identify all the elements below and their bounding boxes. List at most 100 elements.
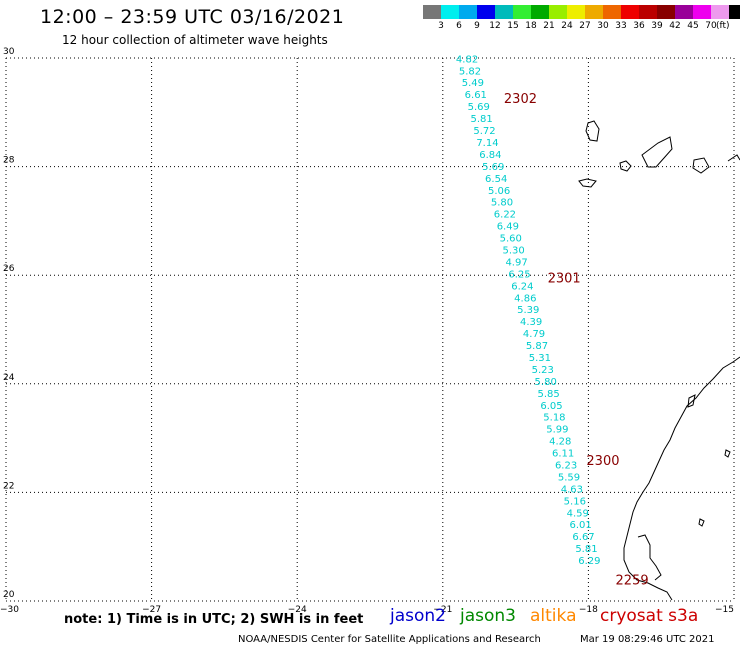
swh-value-label: 5.39	[517, 305, 539, 316]
satellite-legend-jason2: jason2	[390, 606, 446, 626]
credit-text: NOAA/NESDIS Center for Satellite Applica…	[238, 634, 541, 645]
color-scale-label: 9	[474, 21, 480, 31]
island-tenerife	[641, 136, 673, 168]
color-scale-label: 30	[597, 21, 609, 31]
altimeter-track: 4.825.825.496.615.695.815.727.146.845.69…	[456, 54, 601, 567]
color-scale-label: 24	[561, 21, 573, 31]
swh-value-label: 5.81	[575, 544, 597, 555]
swh-value-label: 5.49	[462, 78, 484, 89]
color-scale-label: 42	[669, 21, 681, 31]
color-scale-label: 18	[525, 21, 537, 31]
color-scale-label: 12	[489, 21, 501, 31]
swh-value-label: 5.16	[564, 496, 586, 507]
swh-value-label: 6.49	[497, 222, 519, 233]
color-scale-unit: (ft)	[716, 21, 730, 31]
inland-marker-2	[698, 518, 705, 527]
color-swatch	[513, 5, 531, 19]
swh-value-label: 6.24	[511, 281, 533, 292]
satellite-legend-jason3: jason3	[460, 606, 516, 626]
swh-value-label: 6.54	[485, 174, 507, 185]
color-swatch	[639, 5, 657, 19]
time-label: 2301	[548, 271, 581, 286]
island-la-gomera	[619, 160, 632, 172]
color-swatch	[657, 5, 675, 19]
color-scale-label: 39	[651, 21, 663, 31]
color-swatch	[729, 5, 740, 19]
swh-value-label: 6.11	[552, 449, 574, 460]
time-label: 2300	[586, 454, 619, 469]
x-tick-label: −21	[433, 605, 452, 615]
color-scale-label: 15	[507, 21, 519, 31]
swh-value-label: 5.31	[529, 353, 551, 364]
y-tick-label: 22	[3, 481, 14, 491]
swh-value-label: 4.39	[520, 317, 542, 328]
swh-value-label: 4.86	[514, 293, 536, 304]
swh-value-label: 5.87	[526, 341, 548, 352]
swh-value-label: 4.63	[561, 484, 583, 495]
color-scale-label: 21	[543, 21, 555, 31]
island-fuerteventura	[727, 154, 740, 162]
swh-value-label: 5.85	[537, 389, 559, 400]
african-coastline	[623, 356, 740, 601]
color-scale-labels: 3 6 9 12 15 18 21 24 27 30 33 36 39 42 45 70	[423, 21, 740, 33]
color-swatch	[711, 5, 729, 19]
swh-value-label: 4.28	[549, 437, 571, 448]
swh-value-label: 5.60	[500, 234, 522, 245]
color-scale-bar	[423, 5, 740, 19]
swh-value-label: 6.84	[479, 150, 501, 161]
color-swatch	[495, 5, 513, 19]
swh-value-label: 6.22	[494, 210, 516, 221]
swh-value-label: 5.06	[488, 186, 510, 197]
x-tick-label: −15	[715, 605, 734, 615]
map-grid	[5, 57, 735, 602]
satellite-legend-altika: altika	[530, 606, 577, 626]
color-swatch	[693, 5, 711, 19]
swh-value-label: 5.69	[468, 102, 490, 113]
swh-value-label: 5.81	[470, 114, 492, 125]
chart-subtitle: 12 hour collection of altimeter wave hei…	[62, 33, 328, 47]
swh-value-label: 6.67	[572, 532, 594, 543]
x-tick-label: −30	[0, 605, 19, 615]
x-tick-label: −24	[288, 605, 307, 615]
cape-blanc	[637, 534, 662, 581]
time-label: 2259	[616, 573, 649, 588]
color-swatch	[477, 5, 495, 19]
color-swatch	[531, 5, 549, 19]
y-tick-label: 24	[3, 373, 15, 383]
island-la-palma	[585, 120, 600, 142]
color-swatch	[621, 5, 639, 19]
color-swatch	[675, 5, 693, 19]
color-scale-label: 70	[705, 21, 717, 31]
legend-note: note: 1) Time is in UTC; 2) SWH is in fe…	[64, 612, 364, 627]
color-swatch	[423, 5, 441, 19]
y-tick-label: 20	[3, 590, 15, 600]
island-el-hierro	[578, 178, 597, 188]
swh-value-label: 4.82	[456, 54, 478, 65]
color-swatch	[441, 5, 459, 19]
island-gran-canaria	[692, 157, 710, 174]
swh-value-label: 5.30	[503, 245, 525, 256]
chart-title: 12:00 – 23:59 UTC 03/16/2021	[40, 6, 345, 28]
swh-value-label: 4.79	[523, 329, 545, 340]
swh-value-label: 5.82	[459, 66, 481, 77]
color-scale-label: 27	[579, 21, 591, 31]
swh-value-label: 5.69	[482, 162, 504, 173]
color-swatch	[567, 5, 585, 19]
coastline	[578, 120, 740, 601]
y-tick-label: 28	[3, 156, 15, 166]
time-label: 2302	[504, 92, 537, 107]
swh-value-label: 6.29	[578, 556, 600, 567]
x-tick-label: −27	[142, 605, 161, 615]
swh-value-label: 6.23	[555, 461, 577, 472]
color-scale-label: 33	[615, 21, 627, 31]
color-swatch	[603, 5, 621, 19]
inland-marker-1	[724, 449, 731, 458]
swh-value-label: 6.01	[570, 520, 592, 531]
swh-value-label: 5.72	[473, 126, 495, 137]
swh-value-label: 6.05	[540, 401, 562, 412]
x-tick-label: −18	[579, 605, 598, 615]
color-swatch	[549, 5, 567, 19]
color-scale-label: 3	[438, 21, 444, 31]
swh-value-label: 5.80	[491, 198, 513, 209]
